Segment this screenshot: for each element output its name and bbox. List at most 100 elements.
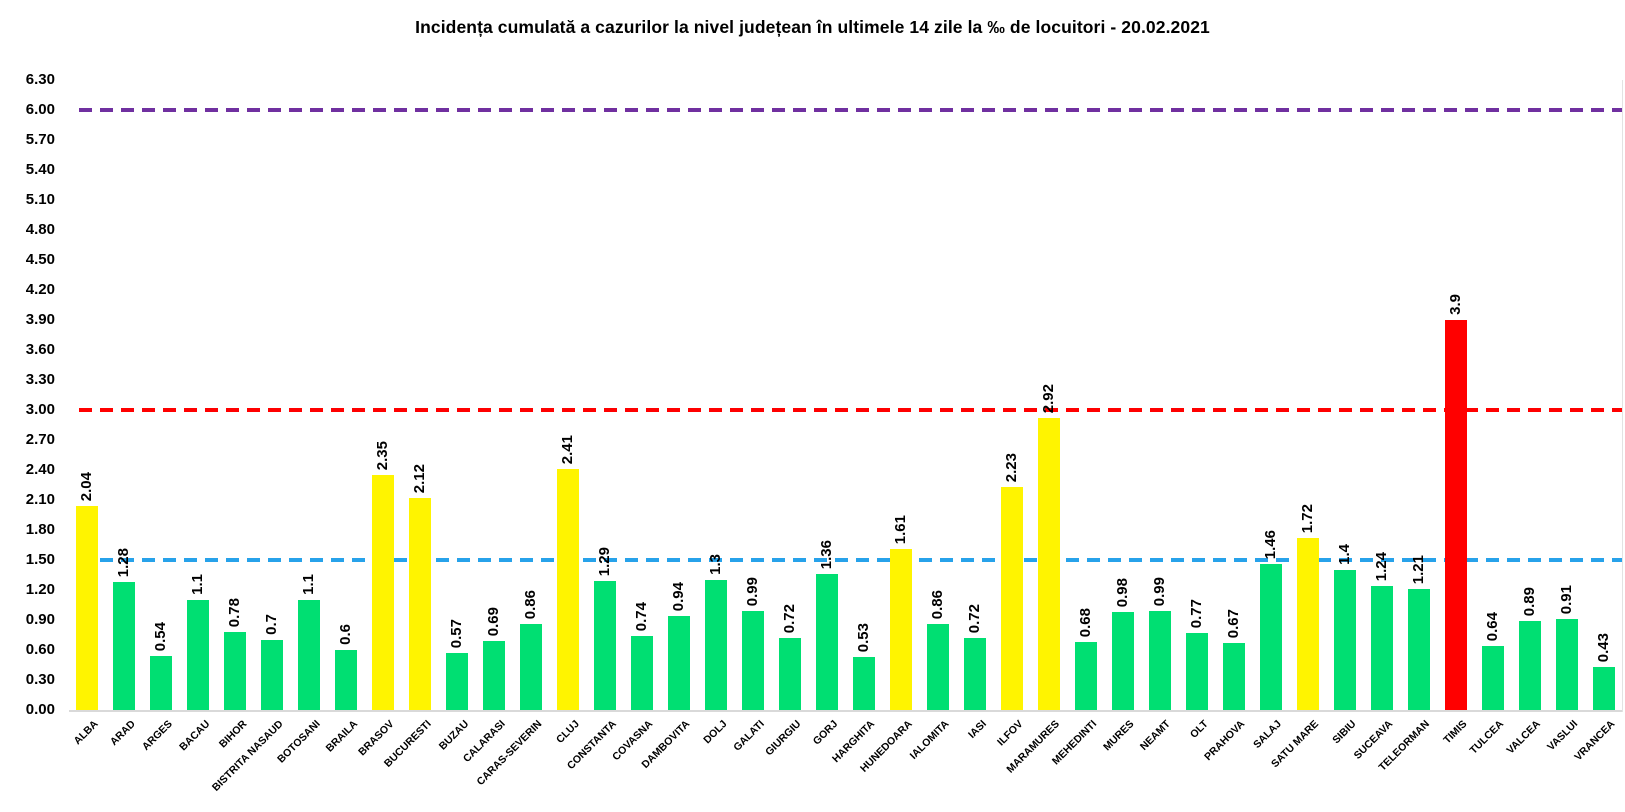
x-axis-category-label: VALCEA bbox=[1504, 718, 1544, 757]
y-axis-tick-label: 3.00 bbox=[25, 401, 55, 418]
bar-value-label: 2.41 bbox=[559, 434, 577, 464]
x-axis-category-label: VASLUI bbox=[1544, 718, 1581, 754]
bar-iasi bbox=[963, 638, 986, 710]
y-axis-tick-label: 2.40 bbox=[25, 461, 55, 478]
x-axis-category-label: ALBA bbox=[71, 718, 101, 748]
bar-bihor bbox=[224, 632, 247, 710]
bar-maramures bbox=[1037, 418, 1060, 710]
bar-olt bbox=[1185, 633, 1208, 710]
bar-neamt bbox=[1148, 611, 1171, 710]
bar-bistrita-nasaud bbox=[261, 640, 284, 710]
bar-dambovita bbox=[668, 616, 691, 710]
bar-buzau bbox=[446, 653, 469, 710]
x-axis-category-label: NEAMT bbox=[1138, 718, 1174, 753]
bar-bacau bbox=[187, 600, 210, 710]
y-axis-tick-label: 1.80 bbox=[25, 521, 55, 538]
bar-brasov bbox=[372, 475, 395, 710]
purple-dashed-line-6 bbox=[79, 108, 1622, 112]
bar-valcea bbox=[1518, 621, 1541, 710]
y-axis-tick-label: 0.90 bbox=[25, 611, 55, 628]
x-axis-category-label: GALATI bbox=[730, 718, 767, 754]
bar-value-label: 0.99 bbox=[1150, 576, 1168, 606]
x-axis-category-label: GORJ bbox=[810, 718, 841, 748]
bar-mehedinti bbox=[1074, 642, 1097, 710]
bar-giurgiu bbox=[779, 638, 802, 710]
bar-botosani bbox=[298, 600, 321, 710]
bar-value-label: 2.12 bbox=[411, 463, 429, 493]
bar-alba bbox=[76, 506, 99, 710]
bar-value-label: 0.86 bbox=[522, 589, 540, 619]
y-axis-tick-label: 3.90 bbox=[25, 311, 55, 328]
x-axis-category-label: TULCEA bbox=[1467, 718, 1507, 757]
bar-value-label: 2.35 bbox=[374, 440, 392, 470]
y-axis-tick-label: 5.10 bbox=[25, 191, 55, 208]
bar-calarasi bbox=[483, 641, 506, 710]
bar-value-label: 1.61 bbox=[891, 514, 909, 544]
bar-value-label: 1.24 bbox=[1372, 551, 1390, 581]
x-axis-category-label: BRAILA bbox=[323, 718, 360, 755]
bar-constanta bbox=[594, 581, 617, 710]
bar-salaj bbox=[1259, 564, 1282, 710]
bar-arges bbox=[150, 656, 173, 710]
bar-value-label: 0.6 bbox=[337, 624, 355, 645]
bar-value-label: 0.72 bbox=[965, 603, 983, 633]
blue-dashed-line-1-5 bbox=[79, 558, 1622, 562]
x-axis-category-label: DOLJ bbox=[701, 718, 730, 747]
bar-value-label: 1.3 bbox=[707, 554, 725, 575]
plot-area-right-border bbox=[1622, 80, 1623, 712]
bar-value-label: 1.29 bbox=[596, 546, 614, 576]
y-axis-tick-label: 0.00 bbox=[25, 701, 55, 718]
bar-value-label: 1.1 bbox=[189, 574, 207, 595]
bar-bucuresti bbox=[409, 498, 432, 710]
bar-value-label: 1.28 bbox=[115, 547, 133, 577]
y-axis-tick-label: 4.80 bbox=[25, 221, 55, 238]
bar-value-label: 0.7 bbox=[263, 614, 281, 635]
bar-ialomita bbox=[926, 624, 949, 710]
bar-value-label: 0.94 bbox=[670, 581, 688, 611]
bar-value-label: 0.72 bbox=[781, 603, 799, 633]
x-axis-category-label: GIURGIU bbox=[763, 718, 804, 759]
bar-dolj bbox=[705, 580, 728, 710]
bar-suceava bbox=[1370, 586, 1393, 710]
bar-value-label: 0.99 bbox=[744, 576, 762, 606]
red-dashed-line-3 bbox=[79, 408, 1622, 412]
x-axis-category-label: CARAS-SEVERIN bbox=[474, 718, 545, 788]
x-axis-category-label: OLT bbox=[1187, 718, 1211, 741]
y-axis-tick-label: 1.50 bbox=[25, 551, 55, 568]
bar-prahova bbox=[1222, 643, 1245, 710]
bar-mures bbox=[1111, 612, 1134, 710]
x-axis-category-label: TIMIS bbox=[1440, 718, 1470, 747]
y-axis-tick-label: 4.50 bbox=[25, 251, 55, 268]
bar-harghita bbox=[852, 657, 875, 710]
y-axis-tick-label: 2.70 bbox=[25, 431, 55, 448]
x-axis-category-label: BIHOR bbox=[216, 718, 249, 751]
bar-value-label: 0.89 bbox=[1520, 586, 1538, 616]
bar-value-label: 0.91 bbox=[1557, 584, 1575, 614]
bar-value-label: 2.23 bbox=[1002, 452, 1020, 482]
x-axis-category-label: BACAU bbox=[176, 718, 212, 754]
chart-title: Incidența cumulată a cazurilor la nivel … bbox=[415, 17, 1210, 37]
x-axis-category-label: ILFOV bbox=[995, 718, 1026, 749]
bar-gorj bbox=[816, 574, 838, 710]
bar-value-label: 0.68 bbox=[1076, 607, 1094, 637]
bar-timis bbox=[1444, 320, 1467, 710]
bar-caras-severin bbox=[520, 624, 543, 710]
bar-tulcea bbox=[1481, 646, 1504, 710]
x-axis-category-label: SALAJ bbox=[1251, 718, 1285, 751]
bar-value-label: 2.92 bbox=[1039, 383, 1057, 413]
bar-value-label: 0.74 bbox=[633, 601, 651, 631]
bar-value-label: 0.98 bbox=[1113, 577, 1131, 607]
bar-value-label: 0.86 bbox=[928, 589, 946, 619]
y-axis-tick-label: 4.20 bbox=[25, 281, 55, 298]
x-axis-category-label: SIBIU bbox=[1329, 718, 1359, 747]
y-axis-tick-label: 5.70 bbox=[25, 131, 55, 148]
bar-satu-mare bbox=[1296, 538, 1319, 710]
bar-value-label: 1.21 bbox=[1409, 554, 1427, 584]
bar-value-label: 0.43 bbox=[1594, 632, 1612, 662]
bar-sibiu bbox=[1333, 570, 1356, 710]
bar-value-label: 0.78 bbox=[226, 597, 244, 627]
y-axis-tick-label: 2.10 bbox=[25, 491, 55, 508]
bar-value-label: 0.77 bbox=[1187, 598, 1205, 628]
bar-value-label: 1.36 bbox=[818, 539, 835, 569]
bar-value-label: 0.69 bbox=[485, 606, 503, 636]
